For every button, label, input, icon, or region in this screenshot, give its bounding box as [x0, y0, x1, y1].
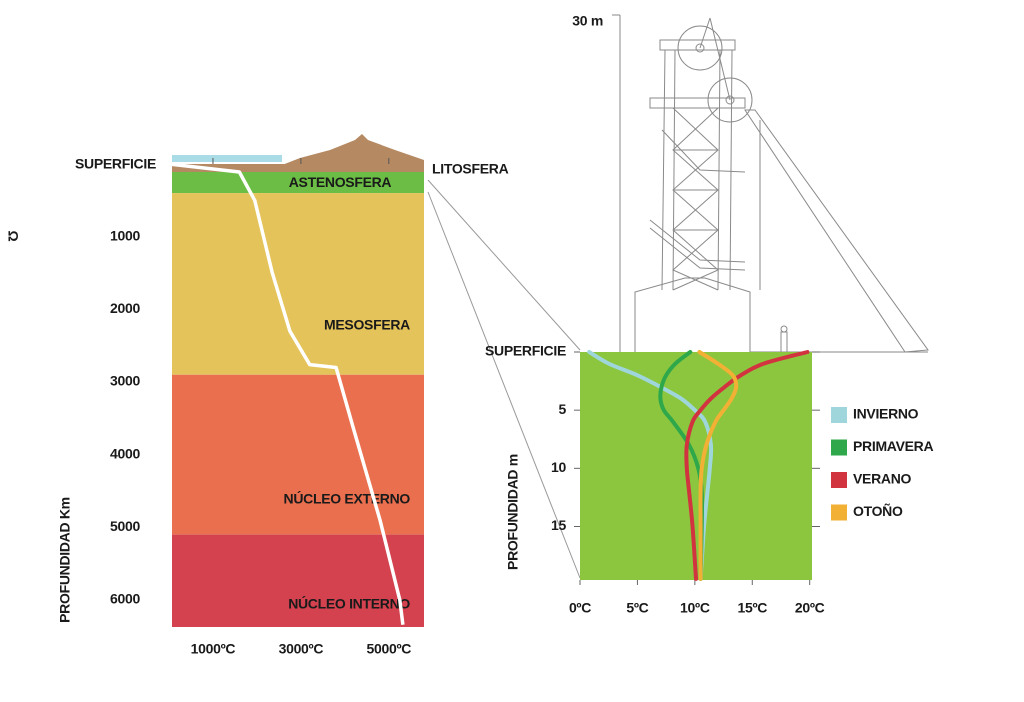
- connector: [427, 179, 581, 351]
- surface-label: SUPERFICIE: [75, 156, 156, 172]
- layer-label: NÚCLEO EXTERNO: [284, 490, 411, 507]
- mine-tower: [612, 14, 929, 353]
- legend-label: OTOÑO: [853, 502, 903, 519]
- legend-label: VERANO: [853, 471, 912, 487]
- x-tick-label: 3000ºC: [279, 641, 324, 657]
- y-tick-label: 5000: [110, 518, 140, 534]
- y-tick-label: SUPERFICIE: [485, 343, 566, 359]
- y-axis-title: PROFUNDIDAD Km: [57, 497, 73, 623]
- season-line: [684, 350, 810, 581]
- y-tick-label: 4000: [110, 445, 140, 461]
- season-line: [697, 350, 739, 581]
- y-tick-label: 15: [551, 517, 566, 533]
- layer-label: LITOSFERA: [432, 161, 509, 177]
- x-tick-label: 0ºC: [569, 600, 591, 616]
- x-tick-label: 20ºC: [795, 600, 825, 616]
- legend-swatch: [831, 472, 847, 488]
- layer: [172, 534, 424, 627]
- legend-swatch: [831, 407, 847, 423]
- y-tick-label: 1000: [110, 227, 140, 243]
- connector: [427, 191, 581, 579]
- y-tick-label: 6000: [110, 591, 140, 607]
- y-tick-label: 5: [559, 401, 567, 417]
- x-tick-label: 5ºC: [626, 600, 648, 616]
- legend-label: INVIERNO: [853, 406, 919, 422]
- ocean: [172, 155, 282, 162]
- layer: [172, 171, 424, 194]
- layer: [172, 374, 424, 535]
- y-tick-label: 2000: [110, 300, 140, 316]
- layer-label: NÚCLEO INTERNO: [288, 595, 410, 612]
- temperature-curve: [168, 162, 405, 625]
- x-tick-label: 5000ºC: [367, 641, 412, 657]
- season-line: [587, 350, 714, 581]
- y-tick-label: 3000: [110, 373, 140, 389]
- legend-swatch: [831, 504, 847, 521]
- layer: [172, 164, 424, 172]
- y-axis-title: PROFUNDIDAD m: [505, 454, 521, 570]
- mountains: [282, 134, 424, 166]
- x-tick-label: 15ºC: [737, 600, 767, 616]
- x-tick-label: 1000ºC: [191, 641, 236, 657]
- x-tick-label: 10ºC: [680, 600, 710, 616]
- height-label: 30 m: [572, 13, 603, 29]
- layer-label: ASTENOSFERA: [289, 174, 392, 190]
- y-tick-label: 10: [551, 459, 566, 475]
- legend-label: PRIMAVERA: [853, 438, 933, 454]
- edge-mark: Ω: [5, 231, 21, 242]
- legend-swatch: [831, 439, 847, 456]
- layer-label: MESOSFERA: [324, 317, 410, 333]
